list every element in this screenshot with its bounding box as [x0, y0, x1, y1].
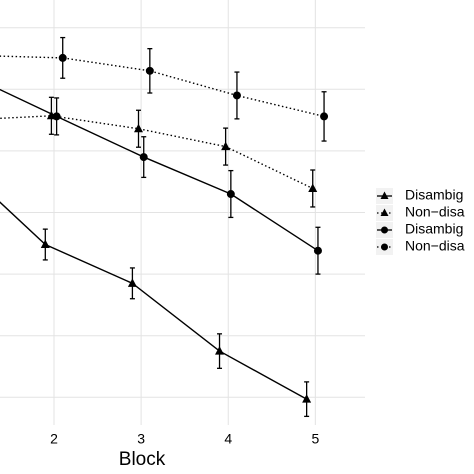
data-point — [58, 53, 67, 62]
legend-label: Disambig — [405, 187, 463, 203]
legend-marker — [381, 226, 388, 234]
legend-marker — [381, 243, 388, 251]
data-point — [226, 190, 235, 199]
data-point — [308, 183, 318, 192]
data-point — [40, 239, 50, 249]
data-point — [313, 246, 322, 255]
data-point — [52, 112, 61, 121]
data-point — [320, 112, 329, 121]
series-line — [0, 115, 314, 190]
data-point — [221, 141, 231, 151]
data-point — [139, 153, 148, 162]
legend-label: Non−disa — [405, 204, 465, 220]
series — [0, 201, 312, 418]
x-tick-label: 2 — [50, 431, 58, 447]
x-tick-label: 3 — [137, 431, 145, 447]
data-point — [215, 346, 225, 355]
series — [0, 96, 318, 208]
x-tick-label: 4 — [224, 431, 232, 447]
x-tick-label: 5 — [311, 431, 319, 447]
data-point — [127, 278, 137, 287]
data-point — [232, 91, 241, 100]
legend-marker — [380, 208, 389, 216]
data-point — [145, 66, 154, 75]
series — [0, 88, 322, 275]
x-axis-label: Block — [119, 449, 166, 470]
legend-marker — [380, 191, 389, 199]
legend-label: Non−disa — [405, 238, 465, 254]
data-point — [302, 394, 312, 403]
data-point — [134, 123, 144, 133]
legend-label: Disambig — [405, 221, 463, 237]
series — [0, 36, 329, 142]
